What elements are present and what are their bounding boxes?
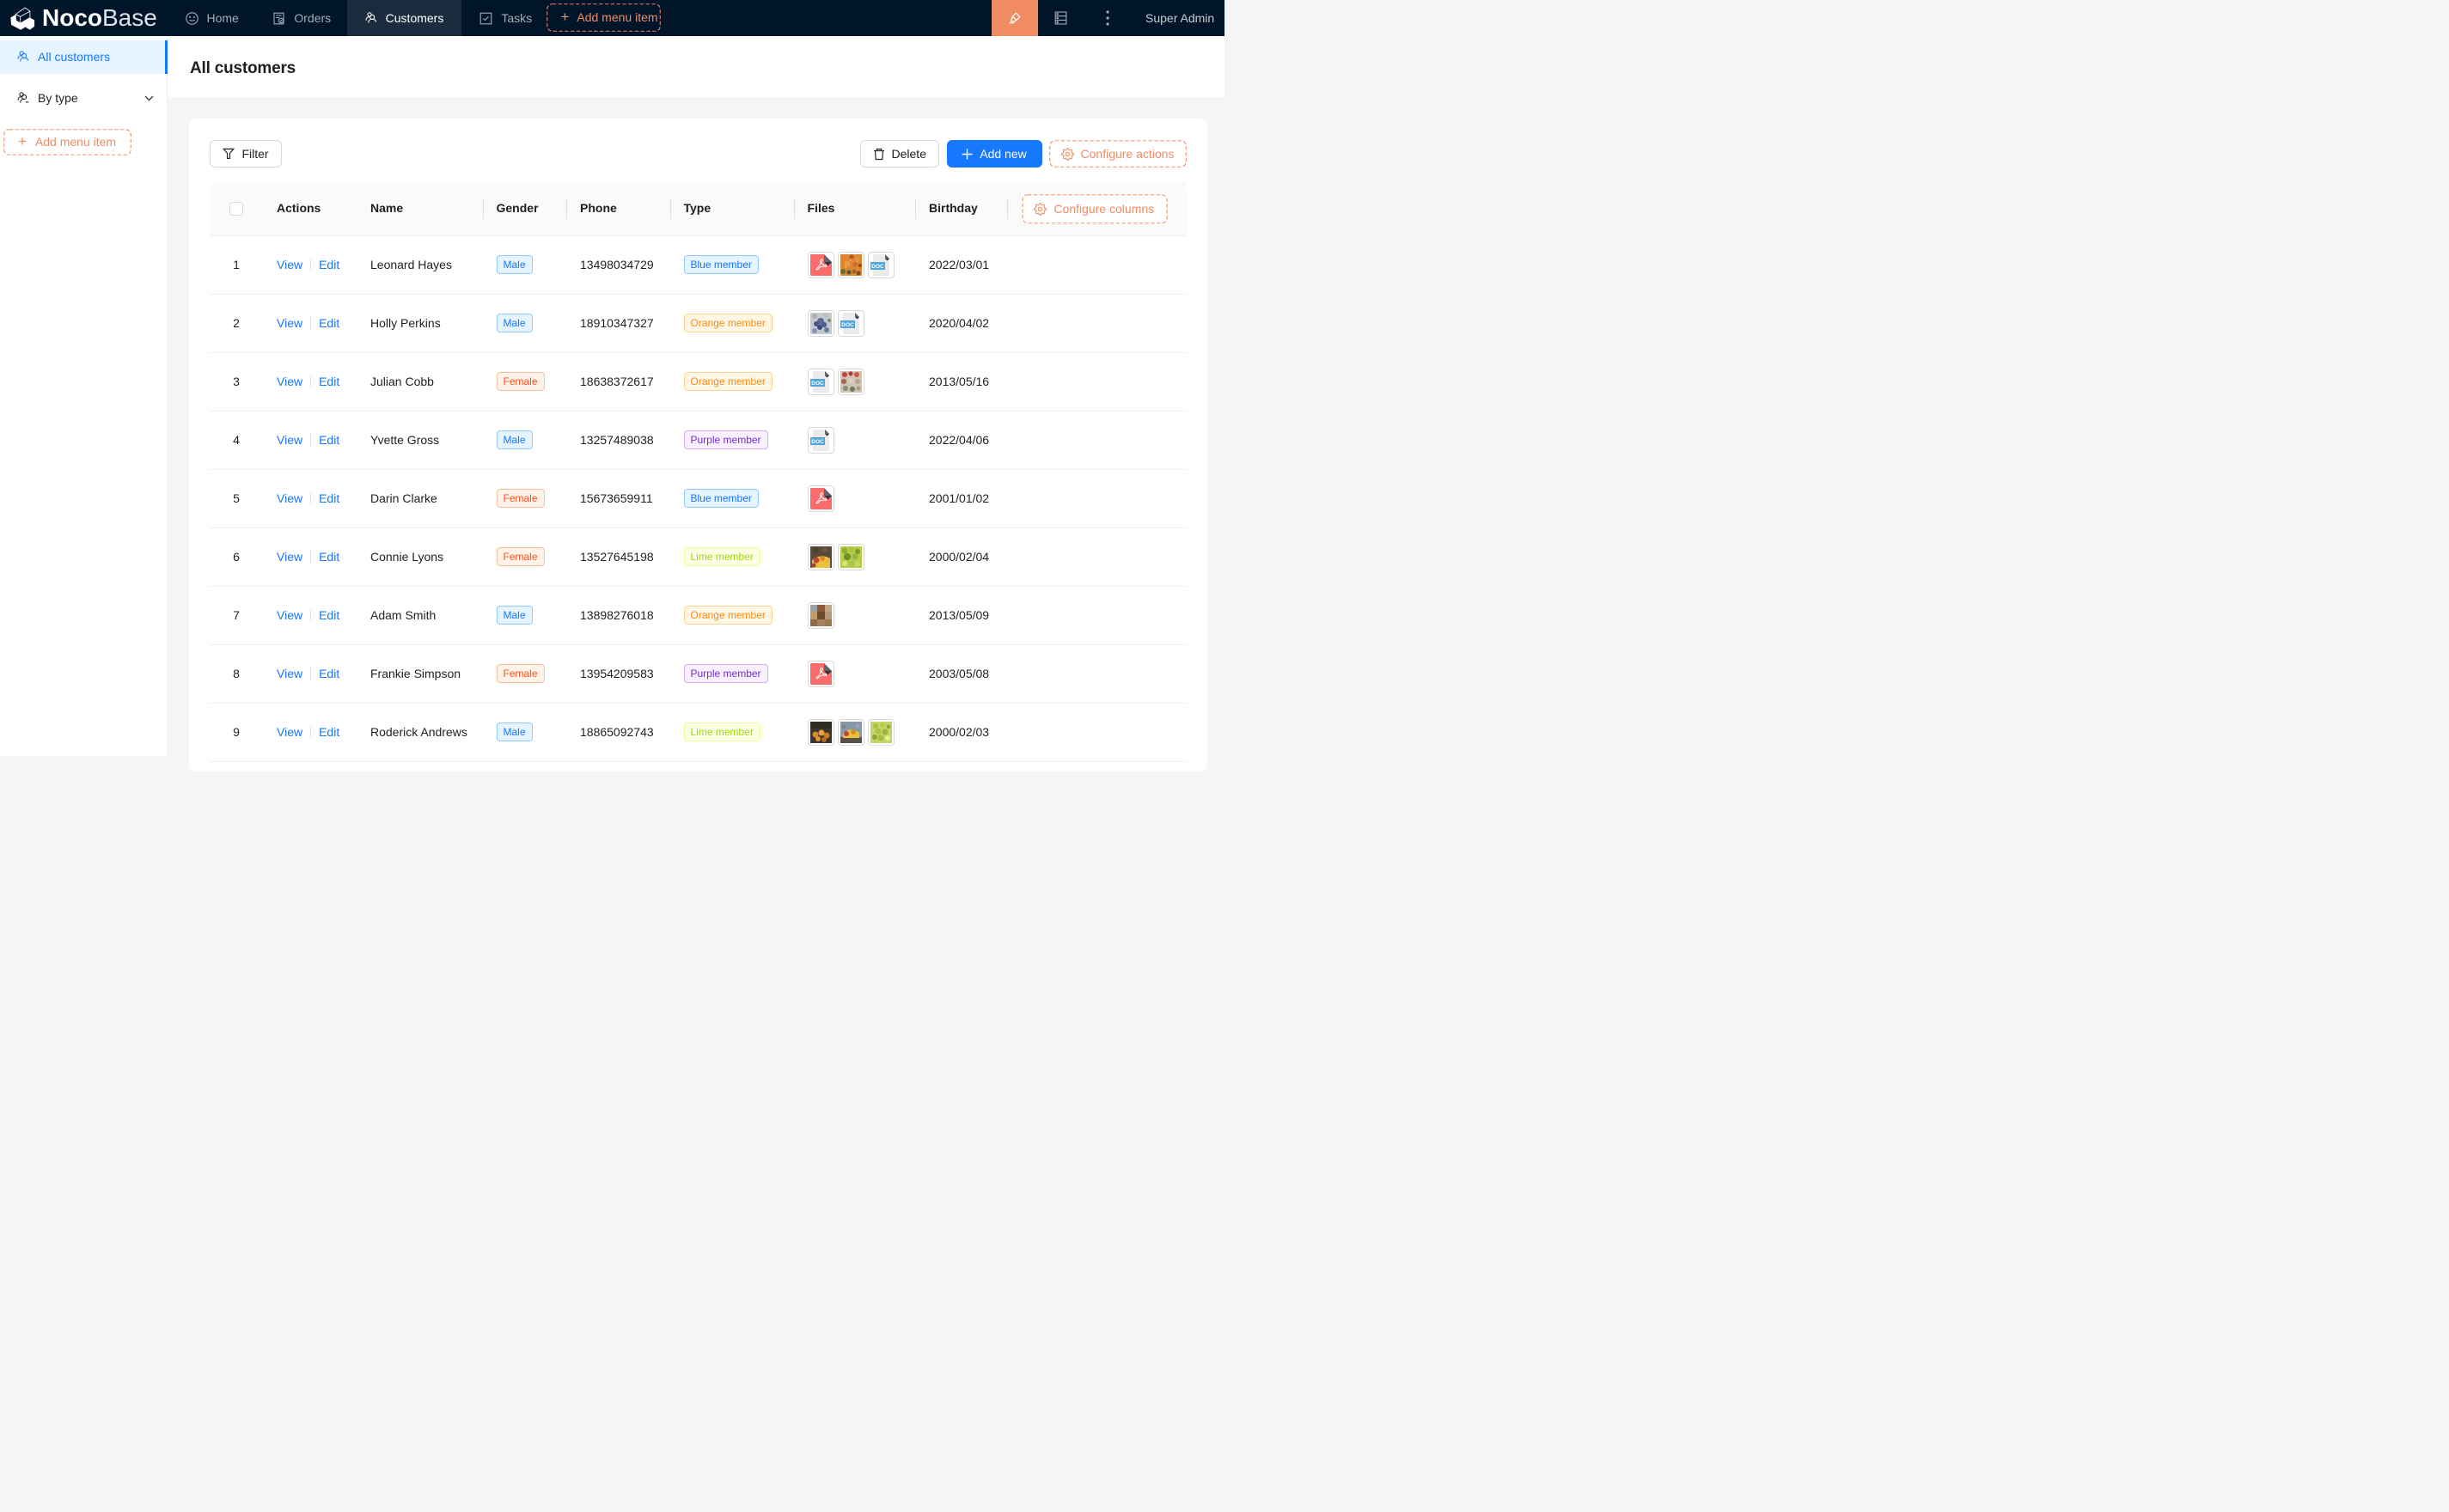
svg-text:DOC: DOC: [871, 264, 884, 270]
svg-text:DOC: DOC: [841, 322, 854, 328]
svg-text:DOC: DOC: [811, 439, 824, 445]
svg-text:DOC: DOC: [811, 381, 824, 387]
